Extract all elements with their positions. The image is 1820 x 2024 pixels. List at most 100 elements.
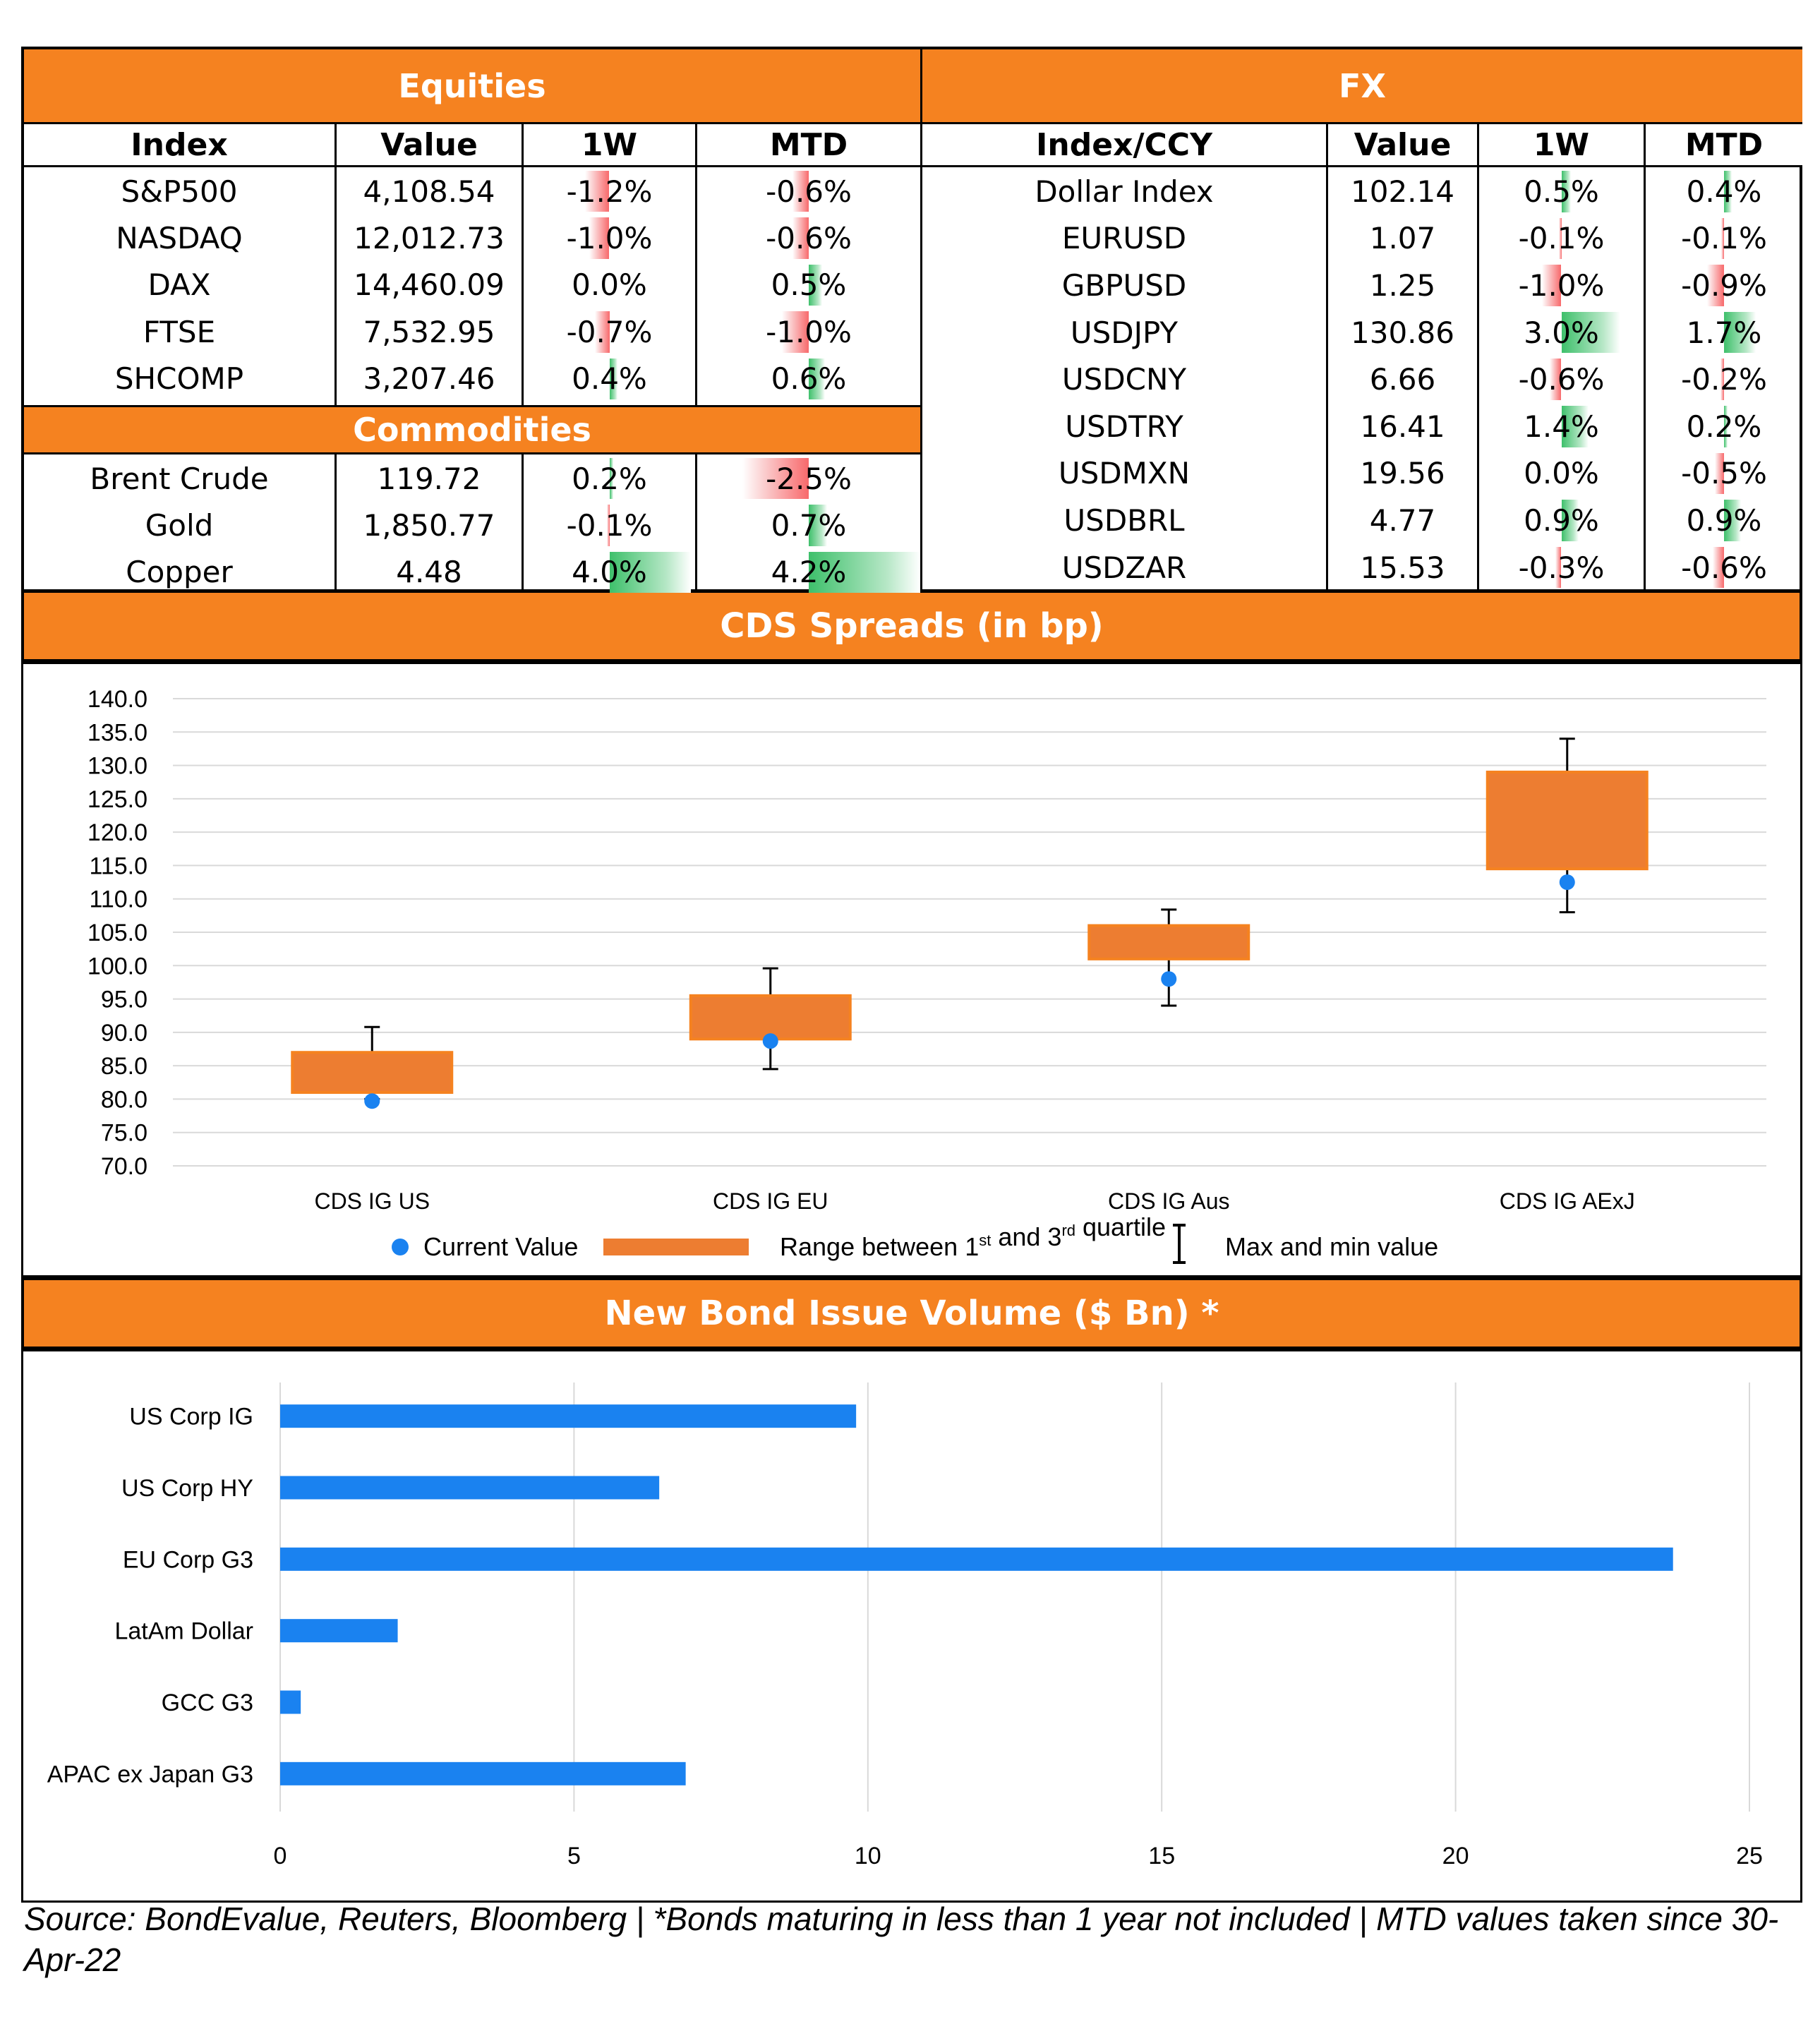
fx-value-cell-text: 102.14 xyxy=(1351,174,1454,209)
fx-mtd-cell: -0.2% xyxy=(1646,356,1802,403)
x-category-label: CDS IG US xyxy=(314,1188,430,1214)
fx-value-cell: 19.56 xyxy=(1328,450,1477,498)
fx-value-cell-text: 15.53 xyxy=(1360,550,1445,585)
positive-data-bar xyxy=(809,264,822,306)
fx-name-cell: USDTRY xyxy=(922,403,1326,450)
equities-name-cell: S&P500 xyxy=(24,168,335,215)
market-summary-table: Equities FX Index Value 1W MTD Index/CCY Val… xyxy=(21,47,1802,594)
fx-w1-cell-text: 0.5% xyxy=(1524,174,1599,209)
negative-data-bar xyxy=(1720,359,1724,400)
column-divider xyxy=(695,454,697,592)
fx-w1-cell: 0.9% xyxy=(1479,497,1644,544)
commodities-mtd-cell: 4.2% xyxy=(697,549,920,596)
negative-data-bar xyxy=(742,458,809,500)
commodities-value-cell-text: 4.48 xyxy=(396,555,462,590)
commodities-w1-cell: 4.0% xyxy=(524,549,695,596)
fx-w1-cell-text: -0.6% xyxy=(1518,362,1605,397)
equities-name-cell-text: NASDAQ xyxy=(116,221,243,256)
issue-volume-bar xyxy=(280,1690,301,1714)
fx-mtd-cell-text: 0.4% xyxy=(1686,174,1762,209)
y-tick-label: 70.0 xyxy=(101,1153,147,1180)
fx-name-cell-text: USDCNY xyxy=(1061,362,1187,397)
y-tick-label: 120.0 xyxy=(88,819,147,846)
equities-mtd-cell-text: 0.5% xyxy=(771,267,847,303)
fx-mtd-cell-text: -0.6% xyxy=(1681,550,1767,585)
y-category-label: GCC G3 xyxy=(162,1689,253,1716)
legend-range-part: st xyxy=(979,1231,991,1249)
equities-w1-cell-text: -1.2% xyxy=(566,174,653,209)
fx-value-cell-text: 130.86 xyxy=(1351,315,1454,350)
fx-w1-cell-text: 1.4% xyxy=(1524,409,1599,444)
column-divider xyxy=(920,49,922,592)
commodities-name-cell: Copper xyxy=(24,549,335,596)
commodities-name-cell-text: Copper xyxy=(126,555,233,590)
fx-w1-cell: 0.5% xyxy=(1479,168,1644,215)
equities-w1-cell: -1.2% xyxy=(524,168,695,215)
negative-data-bar xyxy=(1707,265,1724,306)
negative-data-bar xyxy=(1714,452,1724,495)
bond-chart: 0 5 10 15 20 25 US Corp IG US Corp HY EU Corp G3… xyxy=(47,1383,1763,1869)
fx-mtd-cell: -0.6% xyxy=(1646,544,1802,591)
fx-value-cell-text: 19.56 xyxy=(1360,456,1445,491)
negative-data-bar xyxy=(1549,359,1562,400)
equities-mtd-cell-text: -0.6% xyxy=(766,174,852,209)
source-note: Source: BondEvalue, Reuters, Bloomberg |… xyxy=(24,1900,1779,1978)
legend-range-marker xyxy=(603,1239,749,1255)
cds-chart-title: CDS Spreads (in bp) xyxy=(720,606,1104,646)
equities-name-cell: DAX xyxy=(24,262,335,308)
current-value-point xyxy=(1559,874,1575,891)
y-tick-label: 130.0 xyxy=(88,753,147,780)
quartile-box xyxy=(1087,924,1251,960)
equities-name-cell-text: S&P500 xyxy=(121,174,238,209)
column-divider xyxy=(522,454,524,592)
equities-value-cell-text: 14,460.09 xyxy=(354,267,505,303)
fx-value-cell: 16.41 xyxy=(1328,403,1477,450)
fx-value-cell: 102.14 xyxy=(1328,168,1477,215)
fx-name-cell-text: EURUSD xyxy=(1061,221,1187,256)
equities-name-cell: NASDAQ xyxy=(24,215,335,261)
positive-data-bar xyxy=(609,551,692,594)
commodities-header: Commodities xyxy=(24,405,920,454)
fx-value-cell: 1.07 xyxy=(1328,215,1477,263)
column-divider xyxy=(1326,122,1328,592)
fx-value-cell: 6.66 xyxy=(1328,356,1477,403)
fx-mtd-cell: 0.9% xyxy=(1646,497,1802,544)
positive-data-bar xyxy=(1561,500,1579,541)
negative-data-bar xyxy=(782,311,809,353)
issue-volume-bar xyxy=(280,1476,660,1500)
equities-name-cell: FTSE xyxy=(24,308,335,355)
equities-mtd-cell: 0.5% xyxy=(697,262,920,308)
fx-w1-cell-text: -0.1% xyxy=(1518,221,1605,256)
fx-value-cell: 130.86 xyxy=(1328,309,1477,356)
bond-section-header: New Bond Issue Volume ($ Bn) * xyxy=(21,1277,1802,1349)
fx-name-cell-text: USDTRY xyxy=(1065,409,1183,444)
commodities-mtd-cell-text: 0.7% xyxy=(771,508,847,543)
fx-col-header-text: MTD xyxy=(1685,126,1764,163)
current-value-point xyxy=(762,1033,778,1049)
fx-name-cell: USDJPY xyxy=(922,309,1326,356)
quartile-box xyxy=(689,994,852,1041)
issue-volume-bar xyxy=(280,1761,686,1785)
equities-mtd-cell: -0.6% xyxy=(697,215,920,261)
fx-value-cell-text: 16.41 xyxy=(1360,409,1445,444)
fx-name-cell-text: Dollar Index xyxy=(1035,174,1214,209)
fx-mtd-cell-text: -0.2% xyxy=(1681,362,1767,397)
x-tick-label: 0 xyxy=(274,1843,287,1869)
positive-data-bar xyxy=(809,358,825,399)
equities-mtd-cell: -1.0% xyxy=(697,308,920,355)
y-tick-label: 80.0 xyxy=(101,1086,147,1113)
negative-data-bar xyxy=(1713,546,1724,589)
x-tick-label: 15 xyxy=(1148,1843,1175,1869)
issue-volume-bar xyxy=(280,1404,857,1428)
positive-data-bar xyxy=(1724,406,1728,447)
commodities-mtd-cell: 0.7% xyxy=(697,502,920,548)
commodities-title: Commodities xyxy=(353,411,591,449)
legend-maxmin-label: Max and min value xyxy=(1225,1232,1438,1261)
fx-name-cell-text: USDJPY xyxy=(1070,315,1179,350)
equities-name-cell-text: DAX xyxy=(147,267,211,303)
commodities-name-cell-text: Brent Crude xyxy=(90,461,269,496)
fx-mtd-cell: -0.9% xyxy=(1646,262,1802,309)
cds-chart: 70.0 75.0 80.0 85.0 90.0 95.0 100.0 105.0 110.0 1… xyxy=(88,686,1766,1264)
positive-data-bar xyxy=(809,551,920,594)
equities-header: Equities xyxy=(24,49,920,122)
